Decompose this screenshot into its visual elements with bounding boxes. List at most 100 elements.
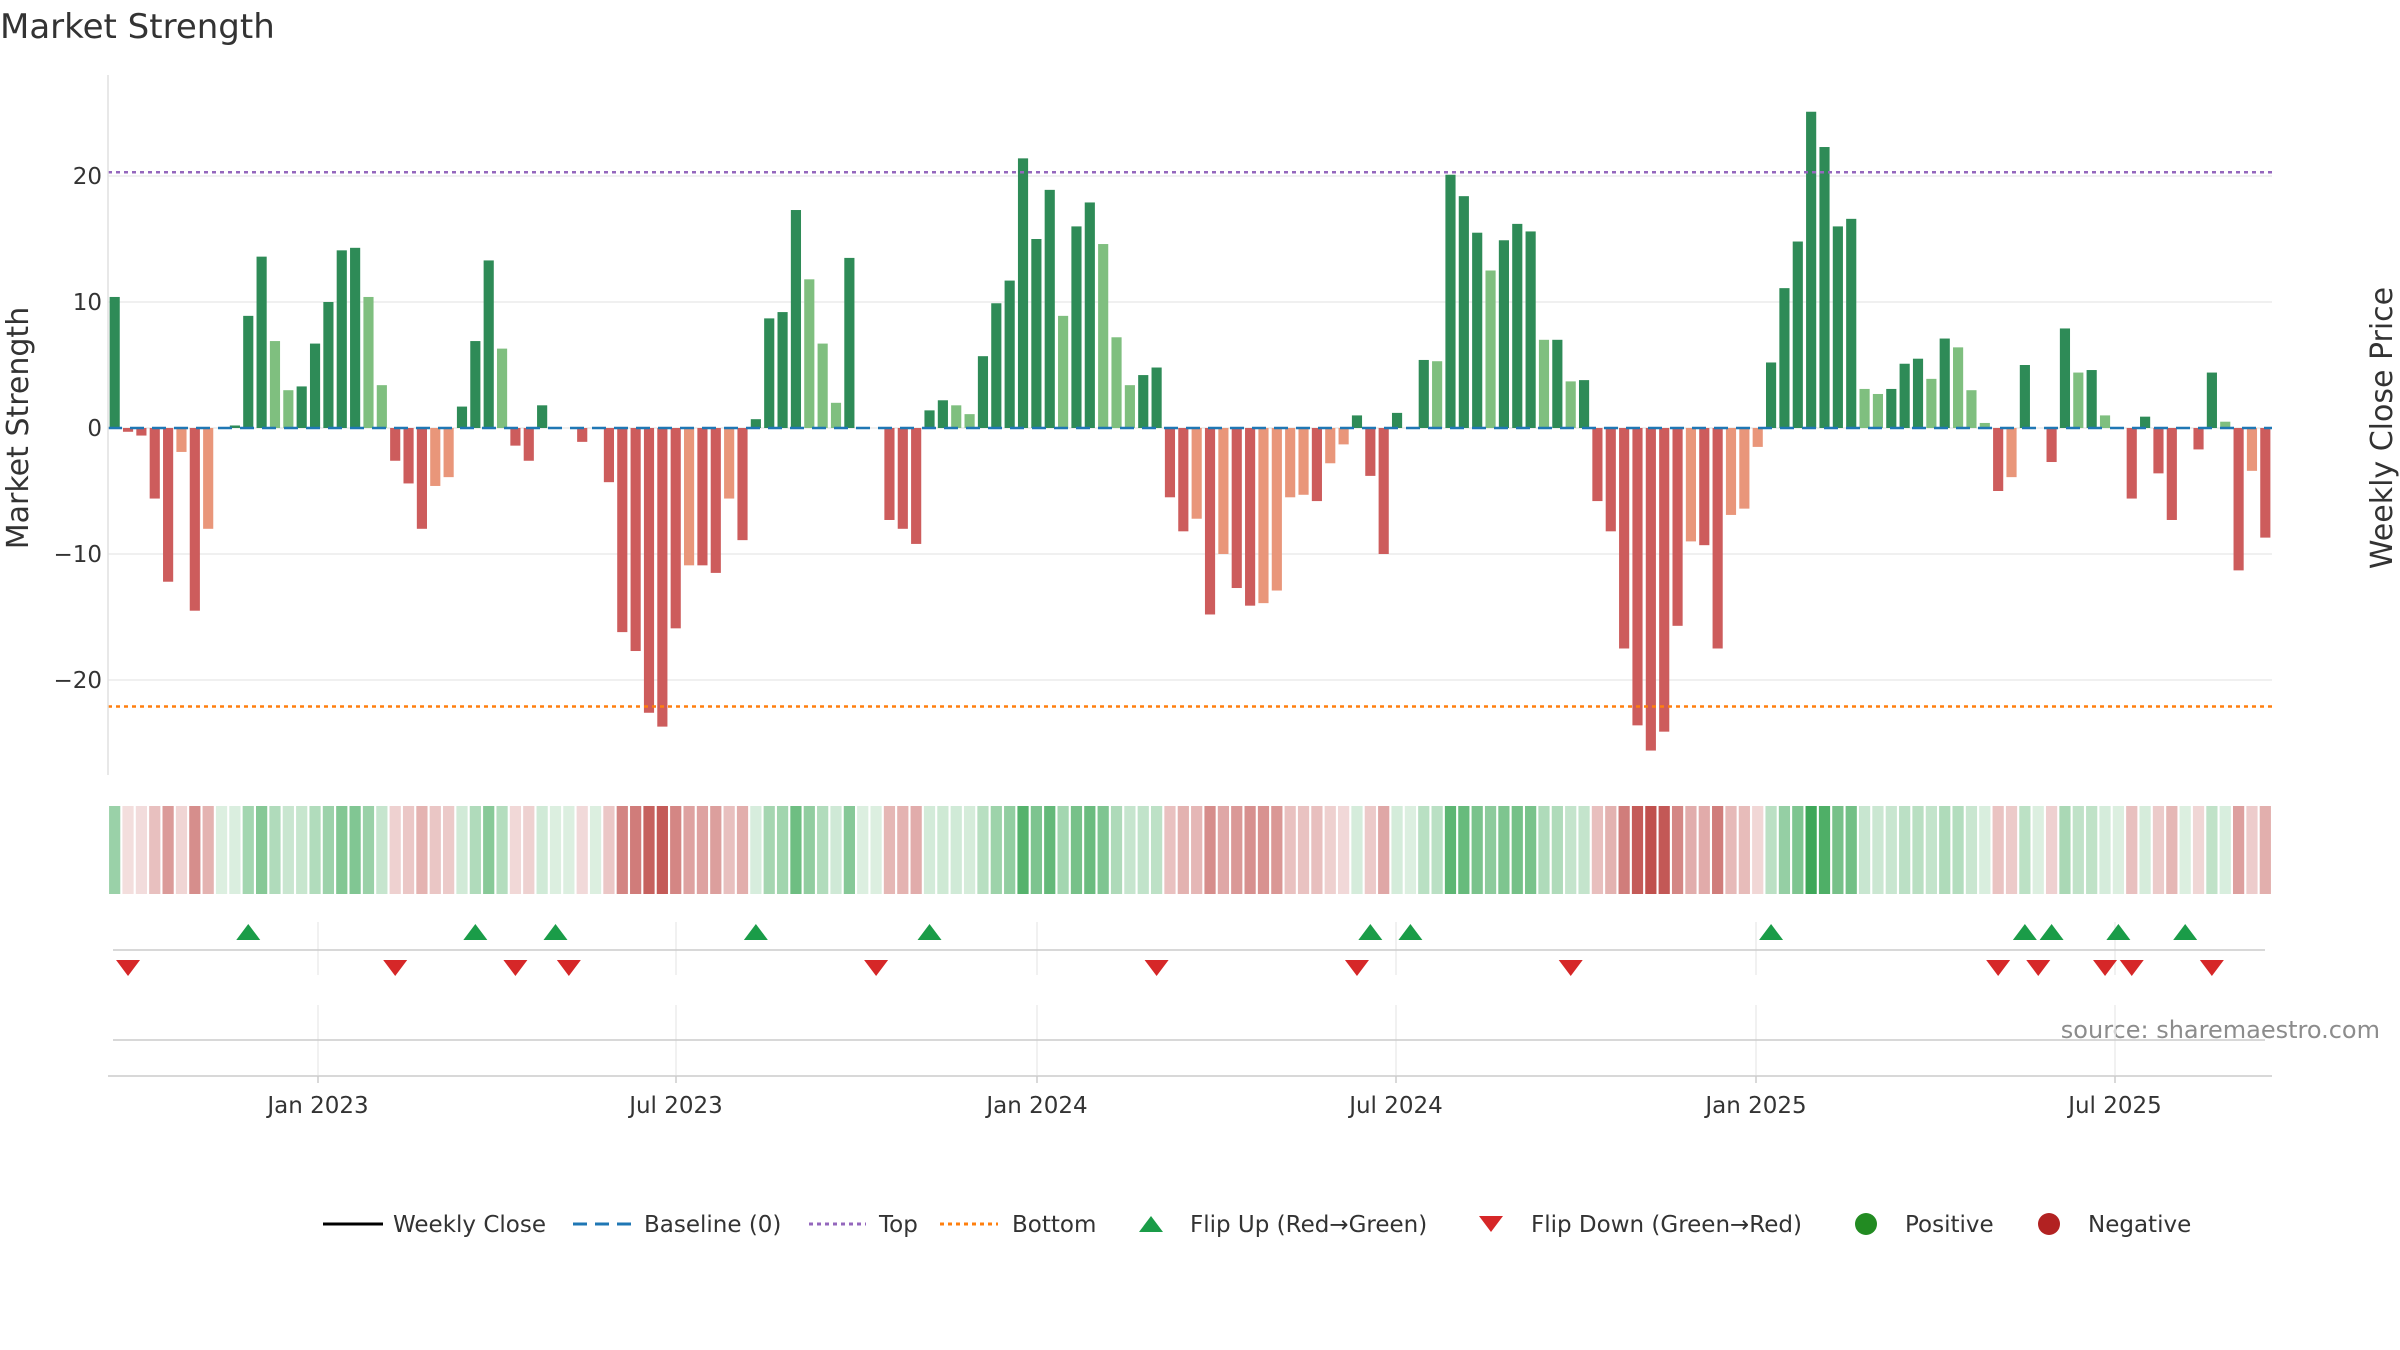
heat-cell xyxy=(790,806,802,894)
legend-label-top: Top xyxy=(878,1212,918,1238)
heat-cell xyxy=(1124,806,1136,894)
strength-bar xyxy=(1151,367,1162,428)
heat-cell xyxy=(736,806,749,894)
strength-bar xyxy=(2193,428,2204,450)
strength-bar xyxy=(189,428,200,611)
flip-up-marker xyxy=(2039,924,2064,940)
strength-bar xyxy=(764,318,775,428)
heat-cell xyxy=(2045,806,2058,894)
strength-bar xyxy=(724,428,735,499)
heat-cell xyxy=(963,806,976,894)
strength-bar xyxy=(1178,428,1189,532)
heat-cell xyxy=(1164,806,1176,894)
heat-cell xyxy=(1818,806,1831,894)
strength-bar xyxy=(496,348,508,428)
heat-cell xyxy=(1858,806,1871,894)
heat-cell xyxy=(589,806,602,894)
heat-cell xyxy=(1338,806,1350,894)
heat-cell xyxy=(536,806,548,894)
heat-cell xyxy=(1110,806,1123,894)
heat-cell xyxy=(2112,806,2124,894)
flip-up-marker xyxy=(1398,924,1423,940)
heat-cell xyxy=(1525,806,1537,894)
heat-cell xyxy=(269,806,281,894)
heat-cell xyxy=(2019,806,2031,894)
heat-cell xyxy=(1685,806,1697,894)
heat-cell xyxy=(830,806,842,894)
strength-bar xyxy=(323,302,334,428)
strength-bar xyxy=(1832,226,1843,428)
strength-bar xyxy=(1712,428,1723,649)
strength-bar xyxy=(1725,428,1737,515)
strength-bar xyxy=(1004,280,1015,428)
heat-cell xyxy=(1030,806,1042,894)
x-tick-label: Jul 2025 xyxy=(2066,1093,2162,1119)
flip-up-marker xyxy=(743,924,768,940)
strength-bar xyxy=(483,260,494,428)
heat-cell xyxy=(2246,806,2258,894)
strength-bar xyxy=(2153,428,2164,474)
flip-down-marker xyxy=(503,960,528,976)
heat-cell xyxy=(215,806,228,894)
heat-cell xyxy=(1912,806,1924,894)
strength-bar xyxy=(1231,428,1242,589)
strength-bar xyxy=(256,256,267,428)
strength-bar xyxy=(670,428,681,629)
strength-bar xyxy=(403,428,414,484)
strength-bar xyxy=(1164,428,1176,498)
heat-cell xyxy=(2005,806,2018,894)
strength-bar xyxy=(1485,270,1496,428)
heat-cell xyxy=(1177,806,1189,894)
y-left-tick-label: −20 xyxy=(53,668,102,694)
heat-cell xyxy=(1204,806,1216,894)
heat-cell xyxy=(189,806,201,894)
strength-bar xyxy=(750,419,761,428)
strength-bar xyxy=(1071,226,1082,428)
strength-bar xyxy=(176,428,187,452)
heat-cell xyxy=(1979,806,1991,894)
strength-bar xyxy=(269,341,281,428)
flip-down-marker xyxy=(1558,960,1583,976)
heat-cell xyxy=(416,806,428,894)
heat-cell xyxy=(750,806,762,894)
heat-cell xyxy=(1578,806,1590,894)
heat-cell xyxy=(376,806,388,894)
heat-cell xyxy=(469,806,481,894)
strength-bar xyxy=(2073,372,2084,428)
x-tick-label: Jan 2023 xyxy=(265,1093,368,1119)
strength-bar xyxy=(456,406,468,428)
x-tick-label: Jul 2023 xyxy=(627,1093,723,1119)
strength-bar xyxy=(964,414,975,428)
heat-cell xyxy=(1351,806,1363,894)
strength-bar xyxy=(1498,240,1509,428)
heat-cell xyxy=(910,806,922,894)
heat-cell xyxy=(1925,806,1937,894)
heat-cell xyxy=(2139,806,2151,894)
heat-cell xyxy=(309,806,321,894)
strength-bar xyxy=(1926,378,1937,428)
strength-bar xyxy=(1445,174,1456,428)
heat-cell xyxy=(429,806,441,894)
heat-cell xyxy=(1671,806,1684,894)
heat-cell xyxy=(149,806,161,894)
heat-cell xyxy=(1418,806,1430,894)
strength-bar xyxy=(937,400,948,428)
strength-bar xyxy=(577,428,588,442)
strength-bar xyxy=(1939,338,1950,428)
heat-cell xyxy=(1658,806,1670,894)
strength-bar xyxy=(283,390,294,428)
heat-cell xyxy=(1471,806,1483,894)
strength-bar xyxy=(2099,415,2111,428)
strength-bar xyxy=(1378,428,1389,554)
strength-bar xyxy=(1351,415,1363,428)
y-left-tick-label: 10 xyxy=(73,290,102,316)
heat-cell xyxy=(897,806,909,894)
strength-bar xyxy=(1472,232,1483,428)
flip-down-marker xyxy=(1986,960,2011,976)
heat-cell xyxy=(950,806,962,894)
strength-bar xyxy=(1458,196,1469,428)
strength-bar xyxy=(390,428,401,461)
heat-cell xyxy=(509,806,522,894)
strength-bar xyxy=(777,312,788,428)
